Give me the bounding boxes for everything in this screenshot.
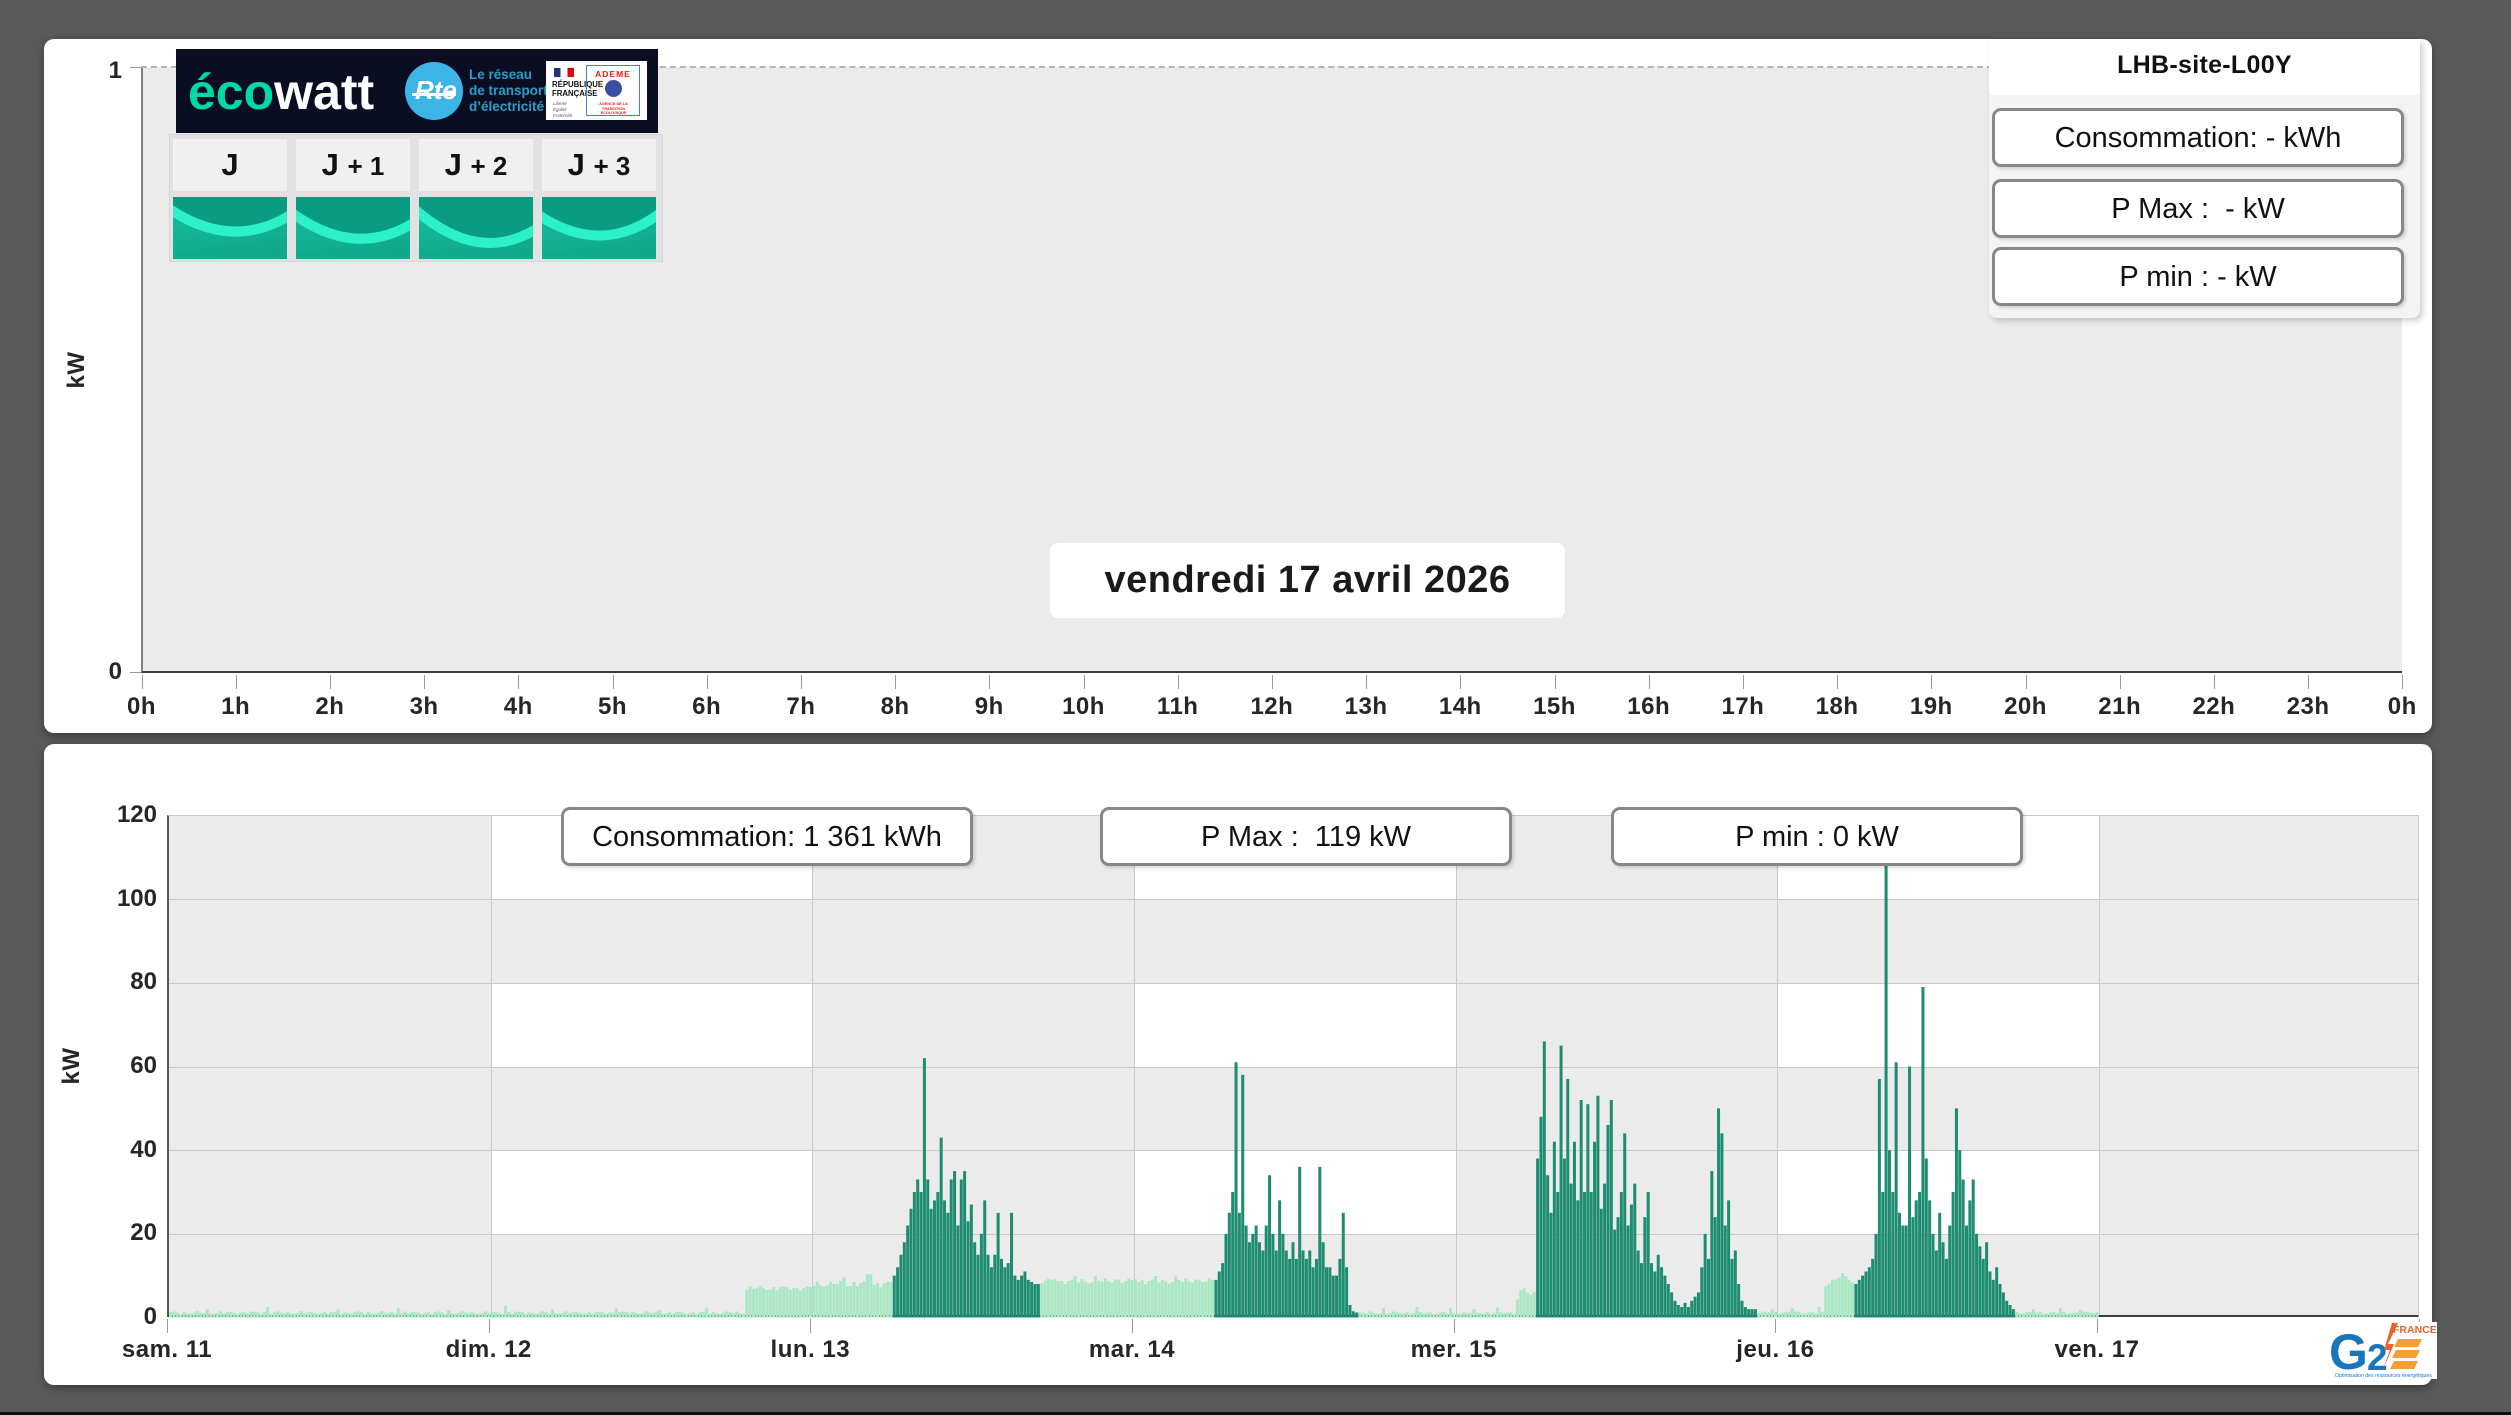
svg-text:FRANCE: FRANCE [2393, 1324, 2437, 1336]
svg-text:Optimisation des ressources én: Optimisation des ressources énergétiques [2335, 1373, 2432, 1379]
svg-text:G: G [2329, 1324, 2368, 1379]
svg-text:2: 2 [2367, 1337, 2388, 1378]
